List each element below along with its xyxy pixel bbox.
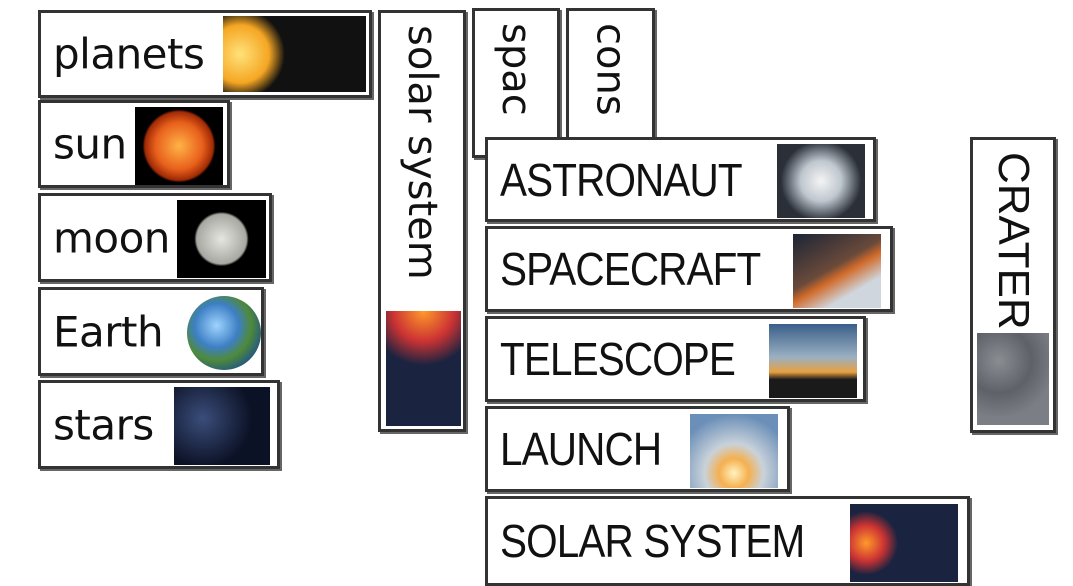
word-card: sun <box>38 100 230 188</box>
spacecraft-picture <box>793 234 881 308</box>
launch-picture <box>690 414 778 488</box>
word-card: moon <box>38 193 272 282</box>
moon-picture <box>177 200 266 278</box>
card-label: SPACECRAFT <box>500 242 760 296</box>
word-card: LAUNCH <box>485 406 790 492</box>
word-card: CRATER <box>970 137 1056 433</box>
card-label: Earth <box>53 307 163 356</box>
card-label: ASTRONAUT <box>500 153 742 207</box>
solar-system-picture <box>386 311 461 426</box>
card-label: LAUNCH <box>500 422 661 476</box>
card-label: sun <box>53 120 127 169</box>
sun-picture <box>135 107 223 185</box>
planets-picture <box>223 16 366 92</box>
word-card: SPACECRAFT <box>485 226 893 312</box>
word-card: spac <box>472 8 560 158</box>
word-card: cons <box>566 8 655 158</box>
astronaut-picture <box>777 144 865 218</box>
word-card: planets <box>38 10 372 98</box>
card-label: SOLAR SYSTEM <box>500 514 804 568</box>
card-label: spac <box>493 23 539 116</box>
word-card: solar system <box>378 10 466 432</box>
word-card: Earth <box>38 287 264 376</box>
page: planets sun moon Earth stars solar syste… <box>0 0 1073 581</box>
telescope-picture <box>769 324 857 398</box>
card-label: stars <box>53 400 154 449</box>
word-card: ASTRONAUT <box>485 137 876 222</box>
card-label: solar system <box>399 25 445 280</box>
word-card: SOLAR SYSTEM <box>485 496 970 586</box>
solar-system-picture <box>850 504 958 582</box>
card-label: CRATER <box>988 152 1038 330</box>
card-label: TELESCOPE <box>500 332 735 386</box>
card-label: cons <box>588 23 634 116</box>
stars-picture <box>174 387 270 465</box>
earth-picture <box>187 296 261 370</box>
card-label: planets <box>53 30 204 79</box>
crater-picture <box>977 333 1049 425</box>
word-card: stars <box>38 380 280 469</box>
word-card: TELESCOPE <box>485 316 866 402</box>
card-label: moon <box>53 213 170 262</box>
